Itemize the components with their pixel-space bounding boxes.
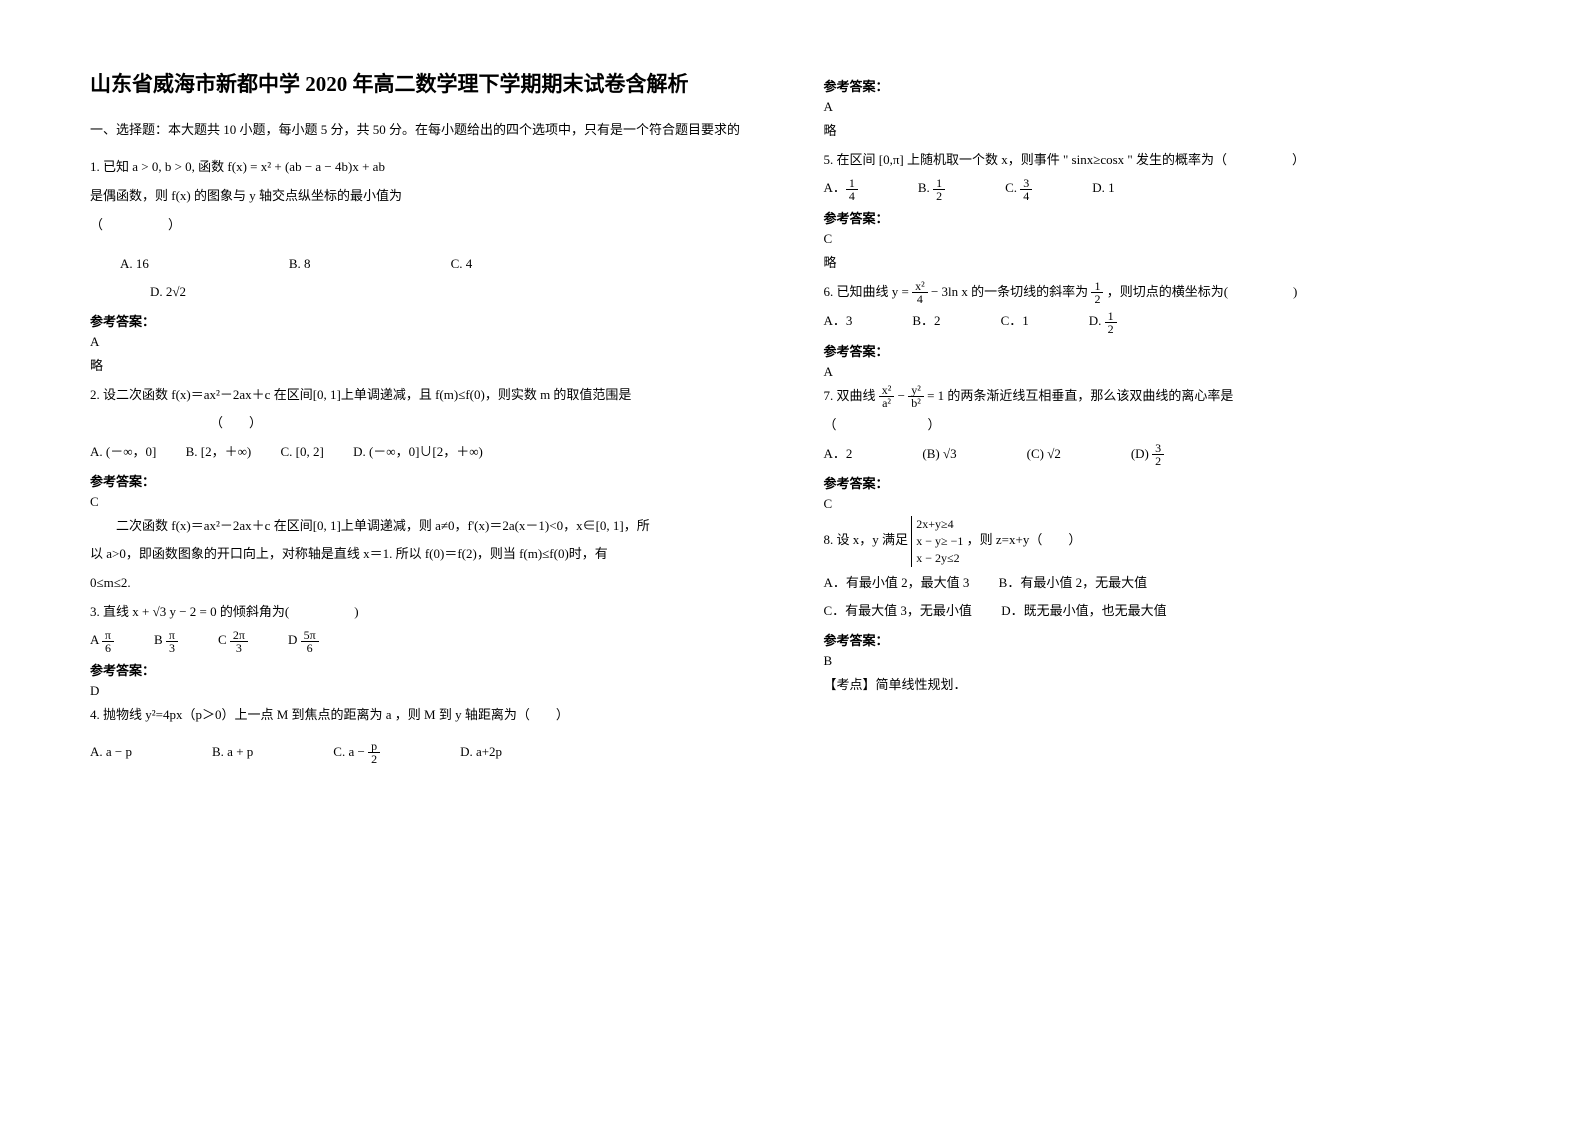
right-column: 参考答案： A 略 5. 在区间 [0,π] 上随机取一个数 x，则事件 " s…: [824, 70, 1498, 1052]
q2-expl2: 以 a>0，即函数图象的开口向上，对称轴是直线 x＝1. 所以 f(0)＝f(2…: [90, 542, 764, 567]
q5-answer: C: [824, 231, 1498, 247]
q1-blank: （ ）: [90, 213, 764, 238]
q8-topic: 【考点】简单线性规划．: [824, 673, 1498, 698]
q6-answer-label: 参考答案：: [824, 341, 1498, 360]
q6-options: A．3 B．2 C．1 D. 12: [824, 309, 1498, 335]
q2-answer-label: 参考答案：: [90, 471, 764, 490]
q1-answer: A: [90, 334, 764, 350]
q1-optB: B. 8: [289, 252, 311, 277]
q1-line2: 是偶函数，则 f(x) 的图象与 y 轴交点纵坐标的最小值为: [90, 184, 764, 209]
q7-optD: (D) 32: [1131, 442, 1164, 468]
q8-optB: B．有最小值 2，无最大值: [999, 575, 1147, 590]
q6-optC: C．1: [1001, 309, 1029, 335]
q7-options: A．2 (B) √3 (C) √2 (D) 32: [824, 442, 1498, 468]
q6-answer: A: [824, 364, 1498, 380]
q3-optB: B π3: [154, 628, 178, 654]
q2-stem: 2. 设二次函数 f(x)＝ax²－2ax＋c 在区间[0, 1]上单调递减，且…: [90, 383, 764, 408]
q1-optC: C. 4: [451, 252, 473, 277]
q3-optD: D 5π6: [288, 628, 319, 654]
q1-stem: 1. 已知 a > 0, b > 0, 函数 f(x) = x² + (ab −…: [90, 155, 764, 180]
page-title: 山东省威海市新都中学 2020 年高二数学理下学期期末试卷含解析: [90, 70, 764, 99]
q6-optD: D. 12: [1089, 309, 1117, 335]
q5-options: A．14 B. 12 C. 34 D. 1: [824, 176, 1498, 202]
q4-answer: A: [824, 99, 1498, 115]
q7-optB: (B) √3: [922, 442, 956, 468]
q3-options: A π6 B π3 C 2π3 D 5π6: [90, 628, 764, 654]
q6-stem: 6. 已知曲线 y = x²4 − 3ln x 的一条切线的斜率为 12 ，则切…: [824, 280, 1498, 306]
q4-options: A. a − p B. a + p C. a − p2 D. a+2p: [90, 740, 764, 766]
q5-skip: 略: [824, 251, 1498, 276]
q8-answer: B: [824, 653, 1498, 669]
q3-stem: 3. 直线 x + √3 y − 2 = 0 的倾斜角为( ): [90, 600, 764, 625]
q7-answer-label: 参考答案：: [824, 473, 1498, 492]
q3-answer-label: 参考答案：: [90, 660, 764, 679]
q7-answer: C: [824, 496, 1498, 512]
q4-skip: 略: [824, 119, 1498, 144]
q5-answer-label: 参考答案：: [824, 208, 1498, 227]
q6-stem3: ，则切点的横坐标为( ): [1107, 284, 1298, 299]
q2-optA: A. (－∞，0]: [90, 444, 156, 459]
q8-optA: A．有最小值 2，最大值 3: [824, 575, 970, 590]
q8-stem2: ，则 z=x+y（ ）: [967, 533, 1082, 548]
section-1-heading: 一、选择题：本大题共 10 小题，每小题 5 分，共 50 分。在每小题给出的四…: [90, 119, 764, 141]
q7-optA: A．2: [824, 442, 853, 468]
q8-cases: 2x+y≥4x − y≥ −1x − 2y≤2: [911, 516, 963, 566]
q8-stem: 8. 设 x，y 满足 2x+y≥4x − y≥ −1x − 2y≤2 ，则 z…: [824, 516, 1498, 566]
q8-optrow2: C．有最大值 3，无最小值 D．既无最小值，也无最大值: [824, 599, 1498, 624]
q1-optA: A. 16: [120, 252, 149, 277]
q7-stem1: 7. 双曲线: [824, 388, 876, 403]
q4-optD: D. a+2p: [460, 740, 502, 766]
q2-optC: C. [0, 2]: [280, 444, 323, 459]
q6-stem2: 的一条切线的斜率为: [971, 284, 1088, 299]
q5-optC: C. 34: [1005, 176, 1032, 202]
q4-stem: 4. 抛物线 y²=4px（p＞0）上一点 M 到焦点的距离为 a ，则 M 到…: [90, 703, 764, 728]
q2-optB: B. [2，＋∞): [186, 444, 252, 459]
q5-stem: 5. 在区间 [0,π] 上随机取一个数 x，则事件 " sinx≥cosx "…: [824, 148, 1498, 173]
q1-optD: D. 2√2: [150, 280, 764, 305]
q2-answer: C: [90, 494, 764, 510]
q5-optD: D. 1: [1092, 176, 1114, 202]
q5-optA: A．14: [824, 176, 858, 202]
q7-stem: 7. 双曲线 x²a² − y²b² = 1 的两条渐近线互相垂直，那么该双曲线…: [824, 384, 1498, 410]
q8-optrow1: A．有最小值 2，最大值 3 B．有最小值 2，无最大值: [824, 571, 1498, 596]
q8-optC: C．有最大值 3，无最小值: [824, 603, 972, 618]
q8-optD: D．既无最小值，也无最大值: [1001, 603, 1166, 618]
q3-answer: D: [90, 683, 764, 699]
q2-options: A. (－∞，0] B. [2，＋∞) C. [0, 2] D. (－∞，0]∪…: [90, 440, 764, 465]
q3-optC: C 2π3: [218, 628, 248, 654]
q2-expl1: 二次函数 f(x)＝ax²－2ax＋c 在区间[0, 1]上单调递减，则 a≠0…: [90, 514, 764, 539]
q7-stem2: 的两条渐近线互相垂直，那么该双曲线的离心率是: [947, 388, 1233, 403]
q8-stem1: 8. 设 x，y 满足: [824, 533, 909, 548]
q4-optB: B. a + p: [212, 740, 253, 766]
q6-stem1: 6. 已知曲线: [824, 284, 889, 299]
q6-optA: A．3: [824, 309, 853, 335]
q3-optA: A π6: [90, 628, 114, 654]
q7-optC: (C) √2: [1027, 442, 1061, 468]
q2-blank: （ ）: [210, 411, 764, 436]
q4-answer-label: 参考答案：: [824, 76, 1498, 95]
q4-optC: C. a − p2: [333, 740, 380, 766]
q1-skip: 略: [90, 354, 764, 379]
q6-optB: B．2: [912, 309, 940, 335]
q5-optB: B. 12: [918, 176, 945, 202]
q8-answer-label: 参考答案：: [824, 630, 1498, 649]
q2-expl3: 0≤m≤2.: [90, 571, 764, 596]
left-column: 山东省威海市新都中学 2020 年高二数学理下学期期末试卷含解析 一、选择题：本…: [90, 70, 764, 1052]
q2-optD: D. (－∞，0]∪[2，＋∞): [353, 444, 483, 459]
q7-blank: （ ）: [824, 413, 1498, 438]
q1-options-row1: A. 16 B. 8 C. 4: [90, 252, 764, 277]
q4-optA: A. a − p: [90, 740, 132, 766]
q1-answer-label: 参考答案：: [90, 311, 764, 330]
